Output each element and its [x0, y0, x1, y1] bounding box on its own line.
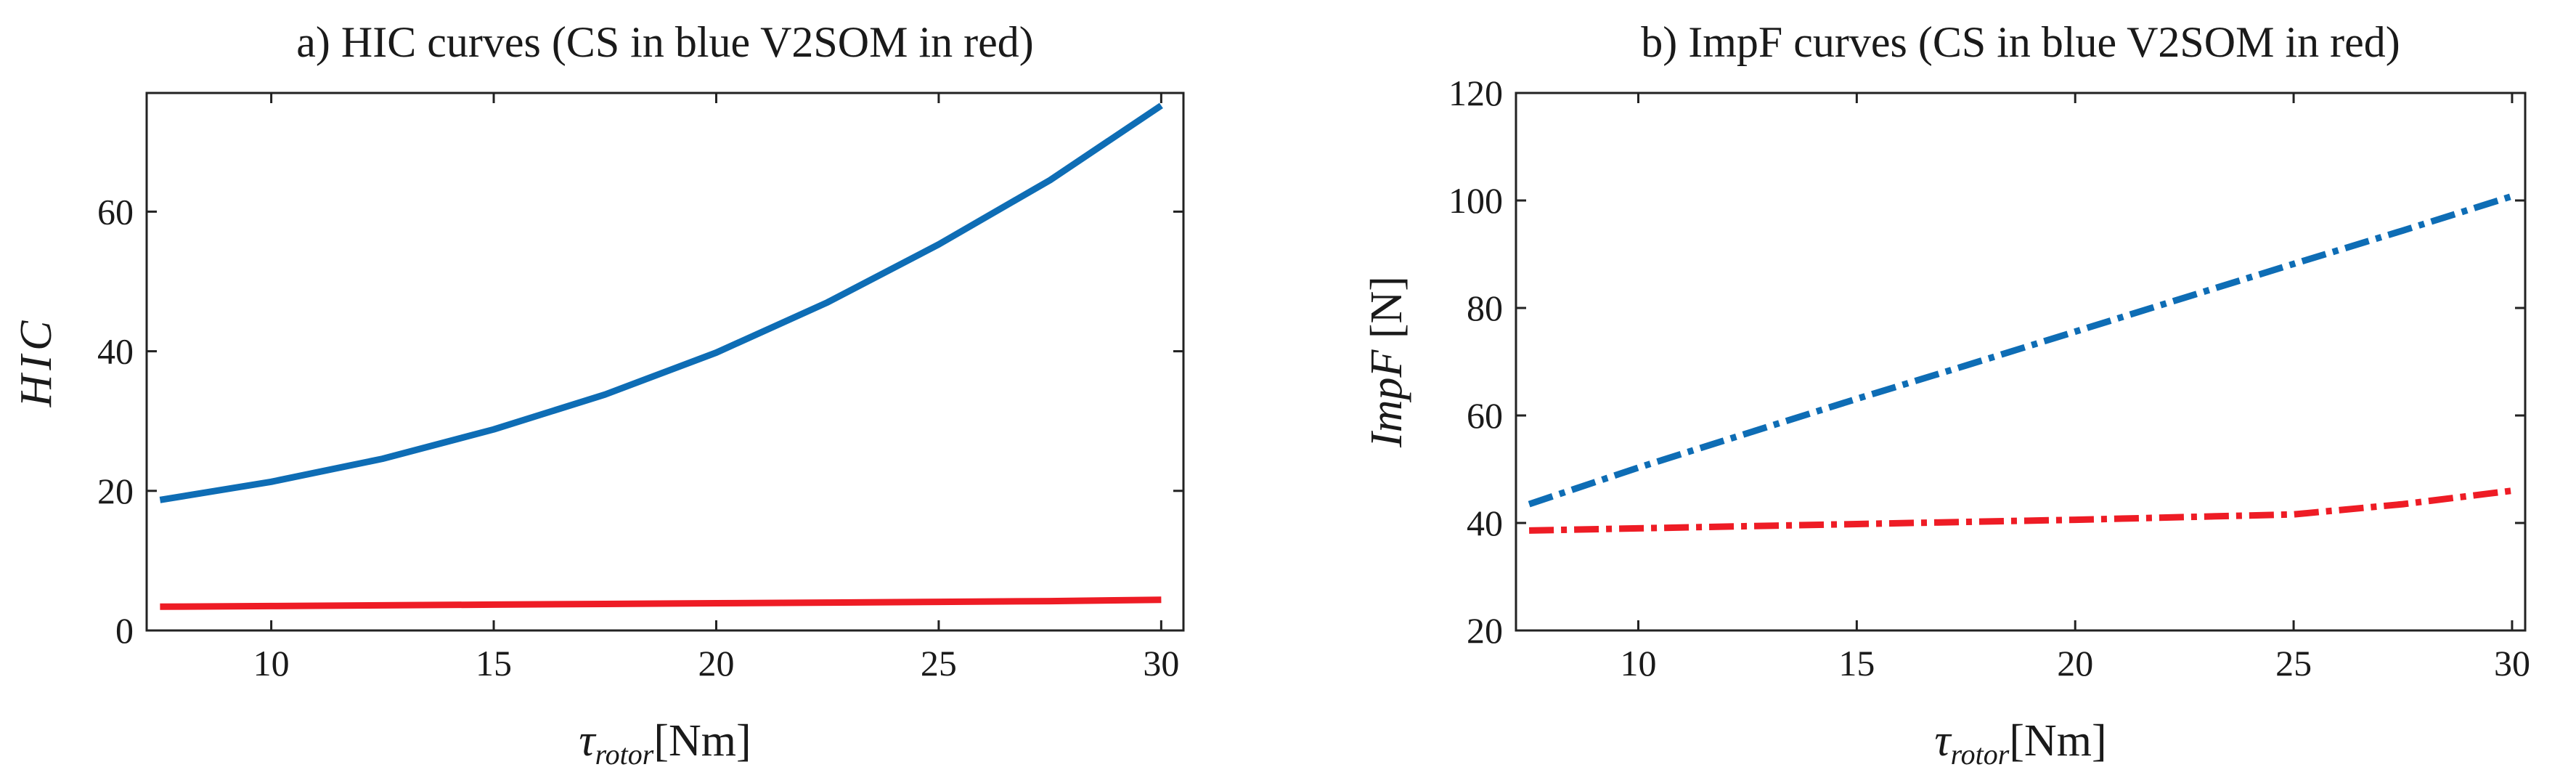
x-axis-label-hic-unit: [Nm] [653, 716, 751, 766]
x-tick-label: 25 [2275, 643, 2312, 683]
y-axis-label-hic-italic: HIC [12, 317, 61, 408]
chart-title-impf: b) ImpF curves (CS in blue V2SOM in red) [1641, 18, 2400, 66]
series-impf [1528, 192, 2514, 534]
x-tick-label: 30 [2494, 643, 2530, 683]
x-tick-label: 15 [1838, 643, 1875, 683]
series-line-hic-blue [159, 102, 1163, 503]
ticks-impf: 10 15 20 25 30 20 40 60 80 100 120 [1448, 73, 2530, 683]
y-tick-label: 0 [115, 610, 134, 651]
y-tick-label: 40 [97, 331, 134, 372]
plot-frame-hic [145, 92, 1185, 632]
series-hic [159, 102, 1163, 610]
x-tick-label: 10 [253, 643, 290, 683]
series-line-impf-blue [1528, 192, 2514, 508]
y-tick-label: 20 [97, 471, 134, 511]
x-tick-label: 20 [2057, 643, 2093, 683]
x-tick-label: 15 [476, 643, 512, 683]
x-tick-label: 25 [921, 643, 957, 683]
x-axis-label-hic: τrotor[Nm] [579, 716, 751, 771]
y-tick-label: 80 [1467, 288, 1503, 328]
y-tick-label: 60 [97, 191, 134, 232]
panel-hic: a) HIC curves (CS in blue V2SOM in red) … [12, 18, 1185, 771]
series-line-hic-red [160, 596, 1162, 610]
plot-frame-impf [1515, 92, 2527, 632]
x-tick-label: 30 [1143, 643, 1179, 683]
panel-impf: b) ImpF curves (CS in blue V2SOM in red)… [1362, 18, 2530, 771]
series-line-impf-red [1529, 487, 2513, 534]
y-tick-label: 20 [1467, 610, 1503, 651]
y-axis-label-impf-italic: ImpF [1362, 349, 1411, 448]
x-axis-label-impf-symbol: τ [1934, 716, 1952, 766]
y-axis-label-impf: ImpF [N] [1362, 276, 1411, 448]
y-axis-label-impf-unit: [N] [1362, 276, 1411, 350]
x-tick-label: 20 [698, 643, 734, 683]
y-axis-label-hic: HIC [12, 317, 61, 408]
x-axis-label-impf-subscript: rotor [1951, 738, 2010, 771]
x-axis-label-impf-unit: [Nm] [2009, 716, 2106, 766]
y-tick-label: 120 [1448, 73, 1503, 113]
x-axis-label-impf: τrotor[Nm] [1934, 716, 2106, 771]
y-tick-label: 60 [1467, 395, 1503, 436]
x-axis-label-hic-symbol: τ [579, 716, 597, 766]
x-axis-label-hic-subscript: rotor [595, 738, 654, 771]
x-tick-label: 10 [1620, 643, 1656, 683]
ticks-hic: 10 15 20 25 30 0 20 40 60 [97, 93, 1183, 683]
y-tick-label: 100 [1448, 180, 1503, 221]
y-tick-label: 40 [1467, 503, 1503, 543]
chart-title-hic: a) HIC curves (CS in blue V2SOM in red) [296, 18, 1033, 66]
